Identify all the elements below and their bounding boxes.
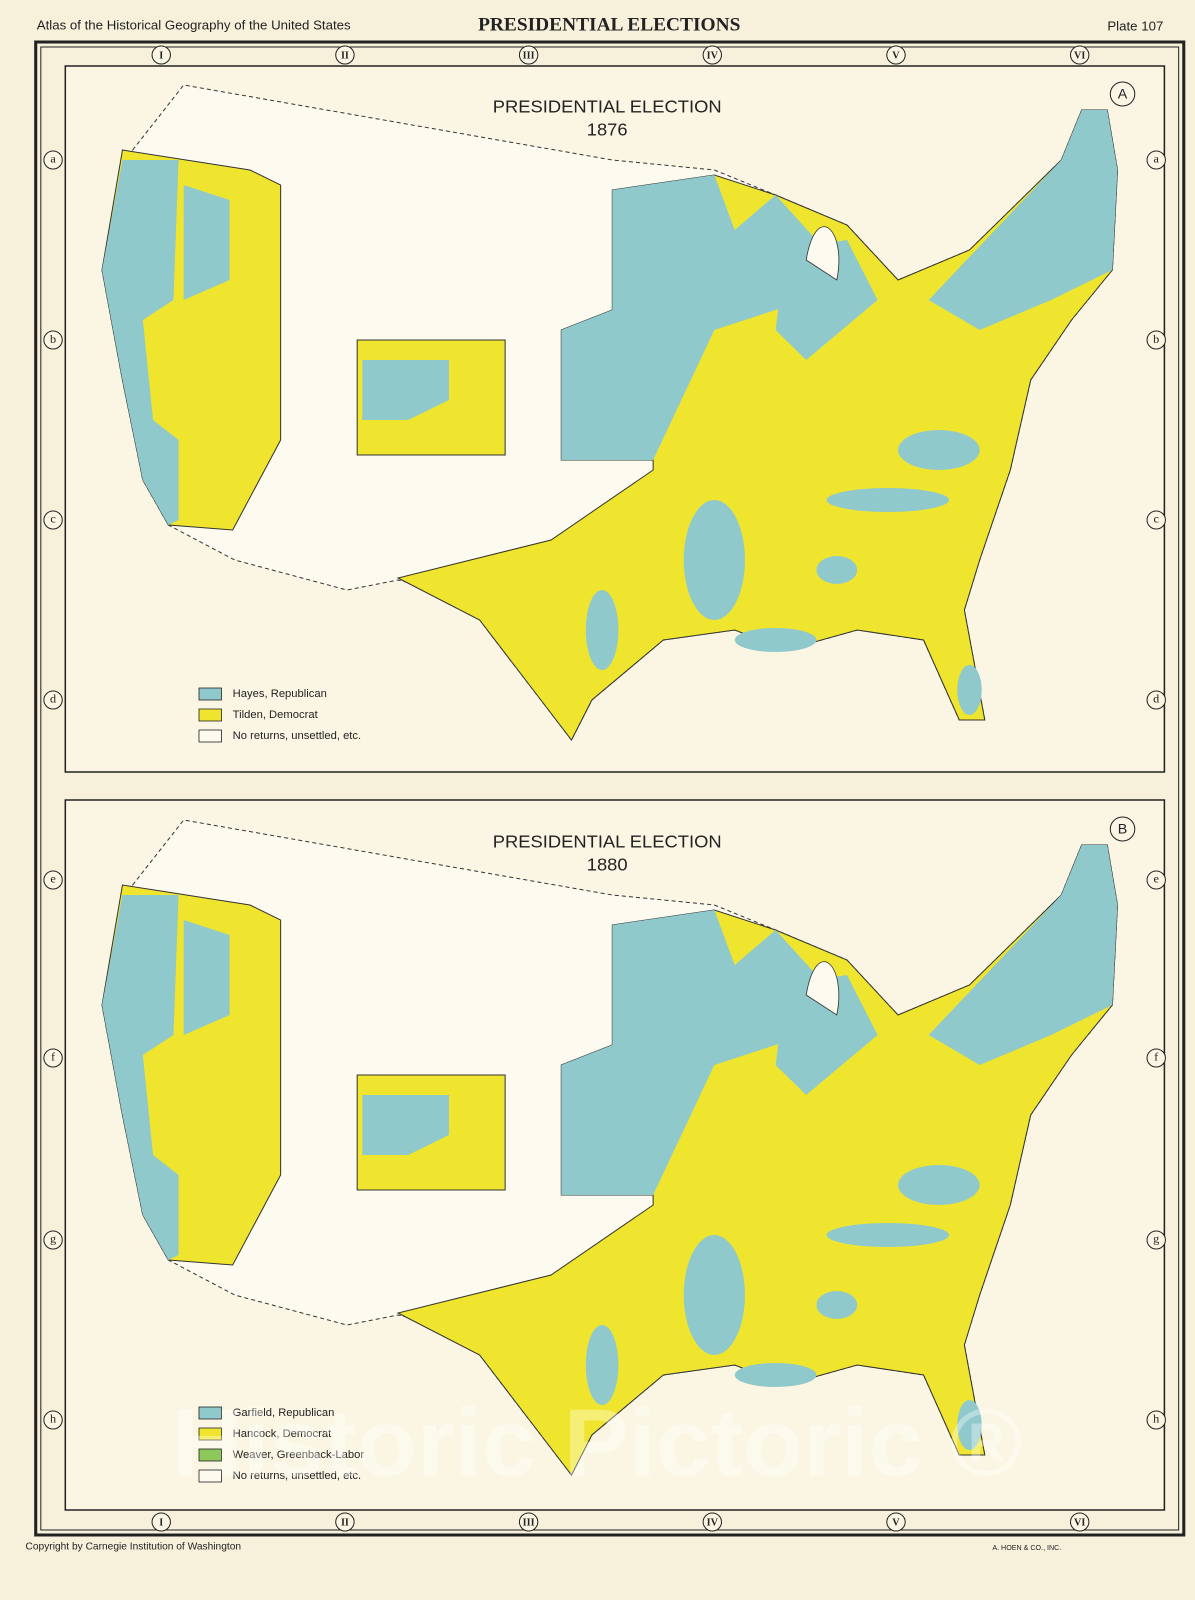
- map-year: 1880: [587, 855, 628, 875]
- row-badge: [1146, 330, 1166, 350]
- column-label: V: [892, 50, 900, 61]
- row-label: b: [50, 332, 56, 346]
- column-badge: [151, 45, 171, 65]
- header-plate: Plate 107: [1107, 19, 1163, 34]
- column-badge: [151, 1512, 171, 1532]
- column-label: I: [159, 50, 163, 61]
- row-label: g: [1153, 1232, 1159, 1246]
- map-badge: [1109, 816, 1136, 842]
- row-badge: [1146, 510, 1166, 530]
- legend-label: Hayes, Republican: [233, 688, 327, 700]
- column-label: III: [523, 50, 535, 61]
- column-badge: [335, 1512, 355, 1532]
- row-badge: [43, 690, 63, 710]
- legend-label: Tilden, Democrat: [233, 709, 318, 721]
- column-label: II: [341, 1517, 349, 1528]
- column-badge: [886, 1512, 906, 1532]
- row-label: a: [1154, 152, 1160, 166]
- column-label: II: [341, 50, 349, 61]
- row-label: g: [50, 1232, 56, 1246]
- row-label: e: [50, 872, 55, 886]
- row-badge: [1146, 870, 1166, 890]
- row-label: c: [50, 512, 55, 526]
- column-badge: [518, 1512, 539, 1532]
- column-badge: [518, 45, 539, 65]
- row-badge: [43, 510, 63, 530]
- column-label: IV: [707, 1517, 719, 1528]
- legend-swatch: [198, 1406, 222, 1420]
- row-label: f: [51, 1050, 56, 1064]
- row-badge: [43, 1410, 63, 1430]
- header-left: Atlas of the Historical Geography of the…: [37, 18, 351, 33]
- map-year: 1876: [587, 120, 628, 140]
- row-badge: [43, 330, 63, 350]
- column-label: V: [892, 1517, 900, 1528]
- column-badge: [702, 1512, 723, 1532]
- plate: Atlas of the Historical Geography of the…: [26, 15, 1186, 1553]
- row-label: f: [1154, 1050, 1159, 1064]
- legend-label: Garfield, Republican: [233, 1407, 335, 1419]
- column-badge: [1069, 1512, 1090, 1532]
- row-label: d: [50, 692, 56, 706]
- row-label: d: [1153, 692, 1159, 706]
- row-badge: [1146, 1230, 1166, 1250]
- legend-swatch: [198, 729, 222, 743]
- map-badge-label: A: [1118, 86, 1128, 102]
- row-badge: [1146, 150, 1166, 170]
- row-label: e: [1154, 872, 1159, 886]
- map-badge: [1109, 81, 1136, 107]
- map-badge-label: B: [1118, 821, 1128, 837]
- watermark: Historic Pictoric ®: [172, 1388, 1023, 1496]
- footer-copyright: Copyright by Carnegie Institution of Was…: [26, 1542, 242, 1553]
- column-label: I: [159, 1517, 163, 1528]
- column-badge: [702, 45, 723, 65]
- column-label: IV: [707, 50, 719, 61]
- row-badge: [43, 870, 63, 890]
- row-label: c: [1154, 512, 1159, 526]
- row-label: h: [1153, 1412, 1159, 1426]
- legend-swatch: [198, 687, 222, 701]
- legend-label: Weaver, Greenback-Labor: [233, 1449, 365, 1461]
- legend-swatch: [198, 708, 222, 722]
- legend-label: No returns, unsettled, etc.: [233, 1470, 362, 1482]
- row-badge: [43, 1230, 63, 1250]
- legend-swatch: [198, 1427, 222, 1441]
- row-badge: [1146, 1410, 1166, 1430]
- legend-label: Hancock, Democrat: [233, 1428, 332, 1440]
- header-title: PRESIDENTIAL ELECTIONS: [478, 15, 740, 36]
- column-badge: [1069, 45, 1090, 65]
- column-badge: [886, 45, 906, 65]
- row-badge: [1146, 1048, 1166, 1068]
- column-label: III: [523, 1517, 535, 1528]
- legend-label: No returns, unsettled, etc.: [233, 730, 362, 742]
- map-title: PRESIDENTIAL ELECTION: [493, 832, 722, 852]
- row-label: b: [1153, 332, 1159, 346]
- legend-swatch: [198, 1469, 222, 1483]
- map-title: PRESIDENTIAL ELECTION: [493, 97, 722, 117]
- row-badge: [43, 150, 63, 170]
- column-label: VI: [1074, 1517, 1085, 1528]
- footer-printer: A. HOEN & CO., INC.: [992, 1545, 1061, 1552]
- row-badge: [1146, 690, 1166, 710]
- row-badge: [43, 1048, 63, 1068]
- column-label: VI: [1074, 50, 1085, 61]
- column-badge: [335, 45, 355, 65]
- row-label: a: [50, 152, 56, 166]
- legend-swatch: [198, 1448, 222, 1462]
- row-label: h: [50, 1412, 56, 1426]
